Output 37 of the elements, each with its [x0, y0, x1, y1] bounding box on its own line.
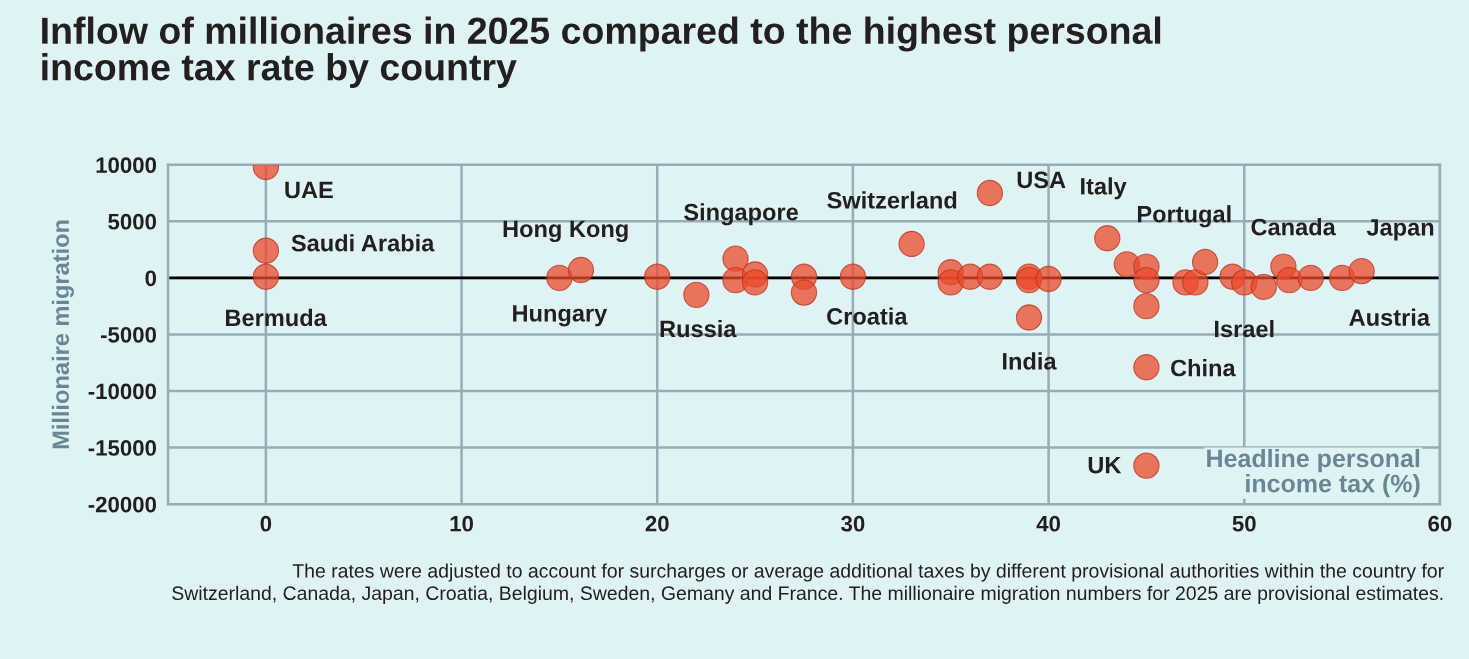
y-tick-label: 0	[145, 270, 157, 287]
x-tick-label: 0	[260, 515, 272, 532]
y-tick-label: -15000	[88, 440, 157, 456]
annotation: Singapore	[684, 203, 798, 226]
annotation: Russia	[660, 319, 737, 338]
y-tick-label: -10000	[88, 383, 157, 400]
annotation: India	[1003, 352, 1057, 370]
annotation: Switzerland	[827, 191, 957, 209]
y-tick-label: 5000	[108, 213, 157, 230]
x-tick-label: 30	[841, 515, 865, 532]
annotation: Japan	[1366, 219, 1434, 241]
y-tick-label: 10000	[96, 157, 157, 174]
x-axis-title: Headline personal income tax (%)	[1207, 448, 1420, 498]
x-tick-label: 40	[1036, 515, 1061, 532]
x-tick-label: 50	[1232, 515, 1256, 532]
annotation: Israel	[1214, 320, 1274, 338]
annotation: Hungary	[513, 305, 608, 327]
annotation: Saudi Arabia	[291, 234, 435, 252]
annotation: Portugal	[1137, 205, 1231, 228]
annotation: Bermuda	[226, 308, 327, 327]
chart-title: Inflow of millionaires in 2025 compared to the highest personal income tax rate by country	[42, 16, 1161, 88]
annotation: UAE	[285, 181, 333, 199]
annotation: Italy	[1081, 177, 1127, 200]
x-tick-label: 60	[1428, 515, 1452, 532]
text: The rates were adjusted to account for surcharges or average additional taxes by different provisional authorities within the country for Switzerland, Canada, Japan, Croatia, Belgium, Sweden, Gemany and France. The millionaire migration numbers for 2025 are provisional estimates.	[172, 563, 1444, 604]
annotation: China	[1170, 359, 1236, 377]
annotation: UK	[1088, 456, 1122, 474]
annotation: Hong Kong	[503, 220, 628, 243]
y-tick-label: -20000	[88, 496, 157, 513]
x-tick-label: 20	[645, 515, 669, 532]
annotation: Austria	[1349, 308, 1431, 326]
annotation: Canada	[1251, 218, 1336, 236]
annotation: Croatia	[827, 307, 908, 325]
y-axis-title: Millionaire migration	[51, 220, 74, 449]
annotation: USA	[1017, 171, 1066, 189]
y-tick-label: -5000	[100, 326, 157, 343]
x-tick-label: 10	[450, 515, 474, 532]
